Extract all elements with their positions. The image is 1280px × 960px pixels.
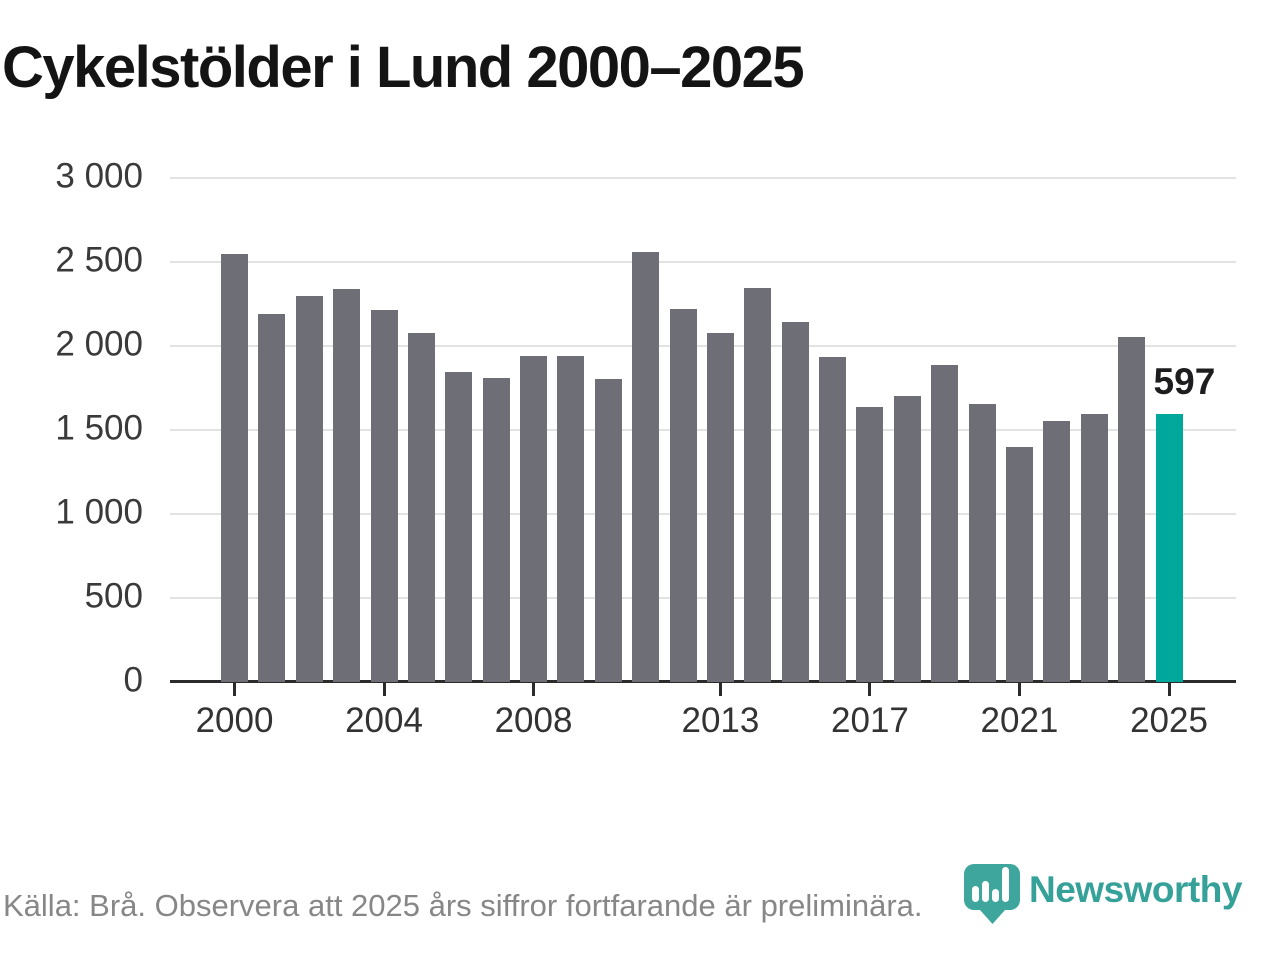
bar-2009 xyxy=(557,356,585,682)
bar-2015 xyxy=(781,321,809,682)
y-axis-label-500: 500 xyxy=(84,576,143,616)
bar-2001 xyxy=(258,314,286,682)
y-axis-label-3000: 3 000 xyxy=(55,156,143,196)
gridline-1500 xyxy=(170,429,1236,431)
bar-2020 xyxy=(968,403,996,682)
bar-2007 xyxy=(482,377,510,682)
gridline-2500 xyxy=(170,261,1236,263)
x-axis-label-2008: 2008 xyxy=(494,701,573,740)
bar-2011 xyxy=(632,251,660,682)
y-axis-label-0: 0 xyxy=(123,660,143,700)
bar-2002 xyxy=(295,295,323,682)
bar-2024 xyxy=(1118,336,1146,682)
bar-2019 xyxy=(931,365,959,682)
y-axis-label-2000: 2 000 xyxy=(55,324,143,364)
bar-2014 xyxy=(744,288,772,682)
x-axis-baseline xyxy=(170,680,1236,683)
newsworthy-wordmark: Newsworthy xyxy=(1029,869,1242,910)
bar-2005 xyxy=(407,332,435,682)
x-axis-label-2004: 2004 xyxy=(345,701,423,740)
x-tick-2013 xyxy=(718,683,722,696)
x-axis-label-2013: 2013 xyxy=(681,701,760,740)
newsworthy-pin-icon xyxy=(964,864,1020,924)
y-axis-label-1500: 1 500 xyxy=(55,408,143,448)
gridline-2000 xyxy=(170,345,1236,347)
bar-2018 xyxy=(893,395,921,682)
x-tick-2008 xyxy=(532,683,536,696)
x-tick-2000 xyxy=(233,683,236,696)
bar-2023 xyxy=(1080,414,1108,682)
chart-title: Cykelstölder i Lund 2000–2025 xyxy=(2,35,805,100)
x-axis-label-2017: 2017 xyxy=(831,701,909,740)
x-tick-2004 xyxy=(382,683,386,696)
bar-2003 xyxy=(333,288,361,682)
bar-2004 xyxy=(370,309,398,682)
bar-2006 xyxy=(445,372,473,682)
x-tick-2017 xyxy=(868,683,872,696)
source-text: Källa: Brå. Observera att 2025 års siffr… xyxy=(3,888,923,923)
bar-2012 xyxy=(669,309,697,682)
bar-2017 xyxy=(856,407,884,682)
x-axis-label-2025: 2025 xyxy=(1130,701,1208,740)
x-axis-label-2000: 2000 xyxy=(195,701,274,740)
bar-2022 xyxy=(1043,420,1071,682)
y-axis-label-2500: 2 500 xyxy=(55,240,143,280)
y-axis-label-1000: 1 000 xyxy=(55,492,143,532)
gridline-1000 xyxy=(170,513,1236,515)
bar-2008 xyxy=(520,356,548,682)
x-axis-label-2021: 2021 xyxy=(980,701,1059,740)
bar-2000 xyxy=(221,253,248,682)
bar-2021 xyxy=(1005,446,1033,682)
bar-2016 xyxy=(819,356,847,682)
x-tick-2025 xyxy=(1167,683,1171,696)
bar-2010 xyxy=(594,378,622,682)
newsworthy-logo: Newsworthy xyxy=(963,863,1242,927)
gridline-500 xyxy=(170,597,1236,599)
bar-2013 xyxy=(706,333,734,682)
bar-2025 xyxy=(1155,413,1183,682)
x-tick-2021 xyxy=(1017,683,1021,696)
gridline-3000 xyxy=(170,177,1236,179)
